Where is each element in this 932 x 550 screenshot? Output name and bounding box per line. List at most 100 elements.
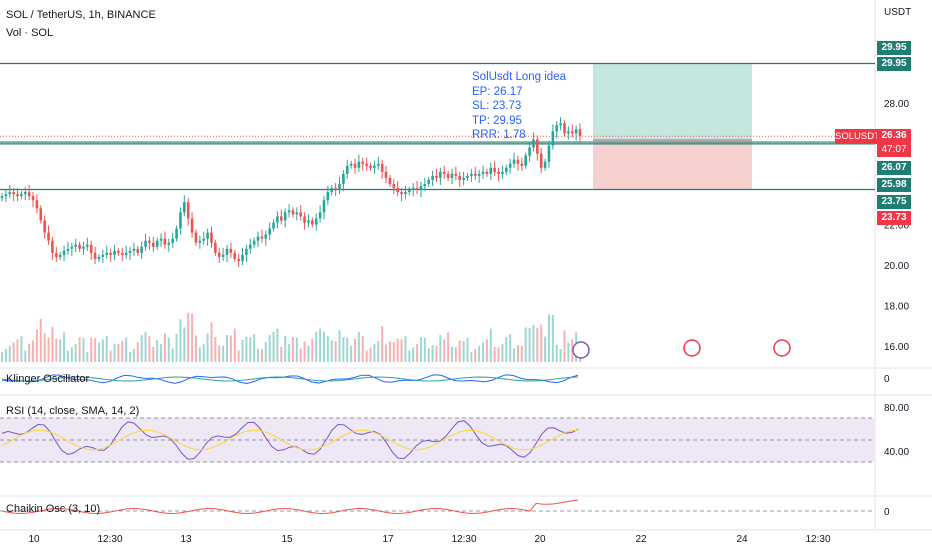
volume-bar: [423, 337, 426, 362]
klinger-title[interactable]: Klinger Oscillator: [6, 373, 90, 385]
candle-body: [120, 252, 124, 255]
volume-bar: [520, 345, 523, 362]
candle-body: [303, 216, 306, 223]
target-tag-2: 29.95: [877, 57, 911, 71]
volume-bar: [536, 327, 539, 362]
time-tick-label: 22: [635, 534, 647, 545]
candle-body: [415, 188, 419, 191]
volume-bar: [322, 331, 325, 362]
volume-bar: [156, 339, 159, 362]
volume-bar: [167, 337, 170, 362]
candle-body: [567, 131, 570, 134]
candle-body: [497, 171, 500, 174]
candle-body: [260, 236, 264, 239]
currency-label: USDT: [884, 7, 912, 18]
volume-bar: [528, 328, 531, 362]
volume-bar: [427, 348, 430, 362]
volume-bar: [132, 349, 135, 362]
volume-bar: [489, 328, 492, 362]
volume-bar: [563, 330, 566, 362]
volume-bar: [117, 344, 120, 362]
candle-body: [93, 252, 97, 259]
volume-bar: [408, 350, 411, 362]
rsi-axis-label: 80.00: [884, 403, 909, 414]
volume-bar: [218, 345, 221, 362]
candle-body: [264, 234, 268, 239]
candle-body: [458, 175, 462, 180]
volume-bar: [295, 337, 298, 362]
stop-tag-1: 23.75: [877, 195, 911, 209]
candle-body: [35, 200, 39, 209]
volume-bar: [334, 341, 337, 362]
candle-body: [241, 254, 244, 261]
candle-body: [167, 242, 171, 245]
candle-body: [555, 125, 559, 132]
candle-body: [117, 250, 120, 253]
volume-bar: [175, 333, 178, 362]
candle-body: [334, 188, 337, 191]
volume-bar: [125, 337, 128, 362]
volume-bar: [532, 324, 535, 362]
volume-bar: [229, 335, 232, 362]
idea-target: TP: 29.95: [472, 114, 522, 127]
volume-bar: [299, 348, 302, 362]
candle-body: [318, 212, 322, 219]
idea-title: SolUsdt Long idea: [472, 71, 566, 83]
volume-bar: [551, 315, 554, 362]
candle-body: [299, 212, 302, 217]
volume-bar: [291, 337, 294, 362]
volume-bar: [47, 337, 50, 362]
symbol-legend[interactable]: SOL / TetherUS, 1h, BINANCE: [6, 9, 156, 21]
candle-body: [528, 147, 531, 156]
candle-body: [217, 252, 221, 257]
candle-body: [450, 173, 454, 178]
time-tick-label: 12:30: [451, 534, 476, 545]
volume-bar: [454, 347, 457, 362]
candle-body: [392, 184, 396, 189]
candle-body: [373, 165, 376, 168]
volume-bar: [466, 337, 469, 362]
candle-body: [423, 184, 427, 187]
candle-body: [570, 131, 574, 134]
volume-bar: [369, 347, 372, 362]
candle-body: [23, 192, 27, 195]
volume-bar: [198, 347, 201, 362]
candle-body: [183, 202, 186, 213]
countdown-tag: 47:07: [877, 143, 911, 157]
volume-bar: [241, 339, 244, 362]
volume-bar: [482, 342, 485, 362]
candle-body: [248, 244, 252, 249]
volume-legend[interactable]: Vol · SOL: [6, 27, 54, 39]
volume-bar: [94, 338, 97, 362]
volume-bar: [8, 345, 11, 362]
symbol-badge: SOLUSDT: [835, 129, 880, 144]
candle-body: [159, 238, 163, 241]
volume-bar: [24, 350, 27, 362]
time-tick-label: 20: [534, 534, 546, 545]
volume-bar: [400, 339, 403, 362]
volume-bar: [544, 336, 547, 362]
candle-body: [66, 248, 70, 251]
volume-bar: [121, 341, 124, 362]
candle-body: [547, 145, 551, 162]
volume-bar: [416, 344, 419, 362]
klinger-axis-label: 0: [884, 374, 890, 385]
volume-bar: [210, 322, 213, 362]
volume-bar: [439, 335, 442, 362]
candle-body: [55, 252, 58, 257]
volume-bar: [516, 345, 519, 362]
volume-bar: [501, 344, 504, 362]
chaikin-title[interactable]: Chaikin Osc (3, 10): [6, 503, 101, 515]
volume-bar: [284, 336, 287, 362]
volume-bar: [276, 328, 279, 362]
candle-body: [62, 250, 66, 255]
volume-bar: [194, 335, 197, 362]
volume-bar: [311, 338, 314, 362]
volume-bar: [346, 337, 349, 362]
economic-event-icon: [773, 339, 791, 357]
volume-bar: [202, 344, 205, 362]
candle-body: [516, 159, 520, 164]
rsi-title[interactable]: RSI (14, close, SMA, 14, 2): [6, 405, 140, 417]
candle-body: [229, 248, 233, 253]
